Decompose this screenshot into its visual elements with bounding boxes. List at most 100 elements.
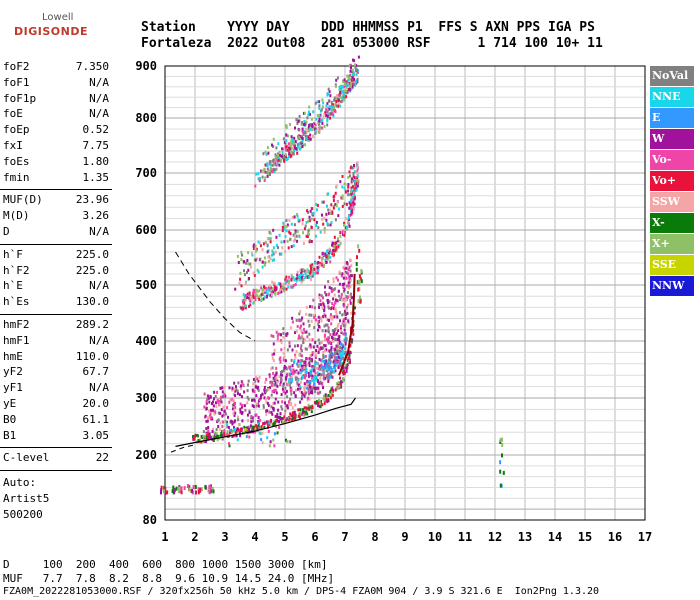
echo-dot [315, 354, 318, 358]
echo-dot [243, 425, 246, 429]
echo-dot [339, 319, 341, 323]
echo-dot [231, 403, 234, 407]
echo-dot [239, 407, 242, 411]
echo-dot [265, 412, 268, 416]
echo-dot [339, 356, 342, 360]
echo-dot [276, 160, 279, 163]
echo-dot [333, 244, 336, 248]
echo-dot [349, 293, 352, 297]
echo-dot [353, 59, 356, 63]
echo-dot [349, 274, 352, 278]
echo-dot [328, 286, 331, 290]
echo-dot [350, 78, 353, 82]
echo-dot [309, 354, 312, 357]
echo-dot [312, 134, 314, 138]
echo-dot [266, 172, 269, 175]
echo-dot [296, 362, 299, 366]
echo-dot [343, 323, 345, 327]
echo-dot [317, 226, 320, 230]
echo-dot [223, 429, 226, 433]
echo-dot [343, 221, 346, 225]
echo-dot [266, 250, 269, 254]
echo-dot [339, 346, 342, 350]
echo-dot [345, 308, 348, 312]
echo-dot [270, 334, 273, 338]
echo-dot [299, 310, 302, 313]
echo-dot [208, 416, 211, 420]
echo-dot [213, 390, 216, 394]
param-row: hmF1 N/A [3, 334, 109, 351]
param-separator [0, 447, 112, 449]
echo-dot [308, 338, 311, 342]
echo-dot [353, 170, 356, 174]
echo-dot [348, 224, 351, 228]
echo-dot [258, 431, 261, 435]
echo-dot [254, 293, 257, 297]
echo-dot [239, 277, 242, 281]
echo-dot [255, 288, 258, 292]
echo-dot [340, 382, 343, 386]
echo-dot [252, 378, 255, 381]
echo-dot [285, 375, 288, 379]
echo-dot [326, 400, 329, 404]
echo-dot [348, 258, 351, 262]
echo-dot [163, 485, 166, 490]
echo-dot [233, 402, 236, 406]
echo-dot [284, 278, 287, 282]
echo-dot [246, 259, 249, 262]
echo-dot [175, 486, 178, 491]
echo-dot [253, 273, 256, 277]
legend-entry-nnw: NNW [650, 276, 694, 296]
echo-dot [318, 107, 321, 110]
echo-dot [324, 314, 327, 318]
echo-dot [288, 152, 291, 156]
echo-dot [335, 204, 338, 208]
echo-dot [352, 332, 355, 336]
echo-dot [283, 365, 286, 368]
param-name: h`Es [3, 295, 30, 309]
echo-dot [311, 376, 314, 380]
echo-dot [272, 342, 275, 346]
echo-dot [233, 413, 236, 417]
echo-dot [344, 339, 346, 343]
param-value: N/A [89, 107, 109, 121]
echo-dot [212, 489, 215, 494]
echo-dot [343, 317, 346, 321]
echo-dot [251, 427, 254, 431]
echo-dot [278, 150, 281, 154]
echo-dot [343, 82, 346, 86]
echo-dot [337, 381, 340, 385]
echo-dot [313, 218, 316, 222]
echo-dot [330, 221, 333, 224]
echo-dot [276, 431, 279, 435]
echo-dot [325, 361, 328, 365]
x-tick-label: 3 [221, 530, 228, 544]
echo-dot [305, 410, 308, 414]
echo-dot [353, 164, 355, 167]
echo-dot [326, 374, 329, 378]
echo-dot [340, 353, 343, 357]
echo-dot [276, 162, 279, 166]
echo-dot [246, 395, 249, 399]
echo-dot [342, 276, 345, 280]
echo-dot [335, 184, 338, 188]
echo-dot [301, 136, 304, 140]
echo-dot [305, 391, 308, 395]
echo-dot [338, 352, 341, 356]
echo-dot [302, 413, 305, 417]
echo-dot [304, 224, 307, 228]
param-name: B0 [3, 412, 17, 426]
echo-dot [266, 174, 269, 178]
echo-dot [258, 176, 261, 180]
echo-dot [341, 85, 344, 89]
echo-dot [277, 339, 280, 343]
echo-dot [303, 366, 306, 370]
param-name: fmin [3, 170, 30, 184]
param-name: foF1 [3, 75, 30, 89]
echo-dot [347, 216, 350, 220]
echo-dot [311, 212, 314, 216]
echo-dot [343, 78, 346, 82]
echo-dot [217, 401, 220, 404]
echo-dot [205, 440, 207, 443]
param-name: fxI [3, 139, 23, 152]
